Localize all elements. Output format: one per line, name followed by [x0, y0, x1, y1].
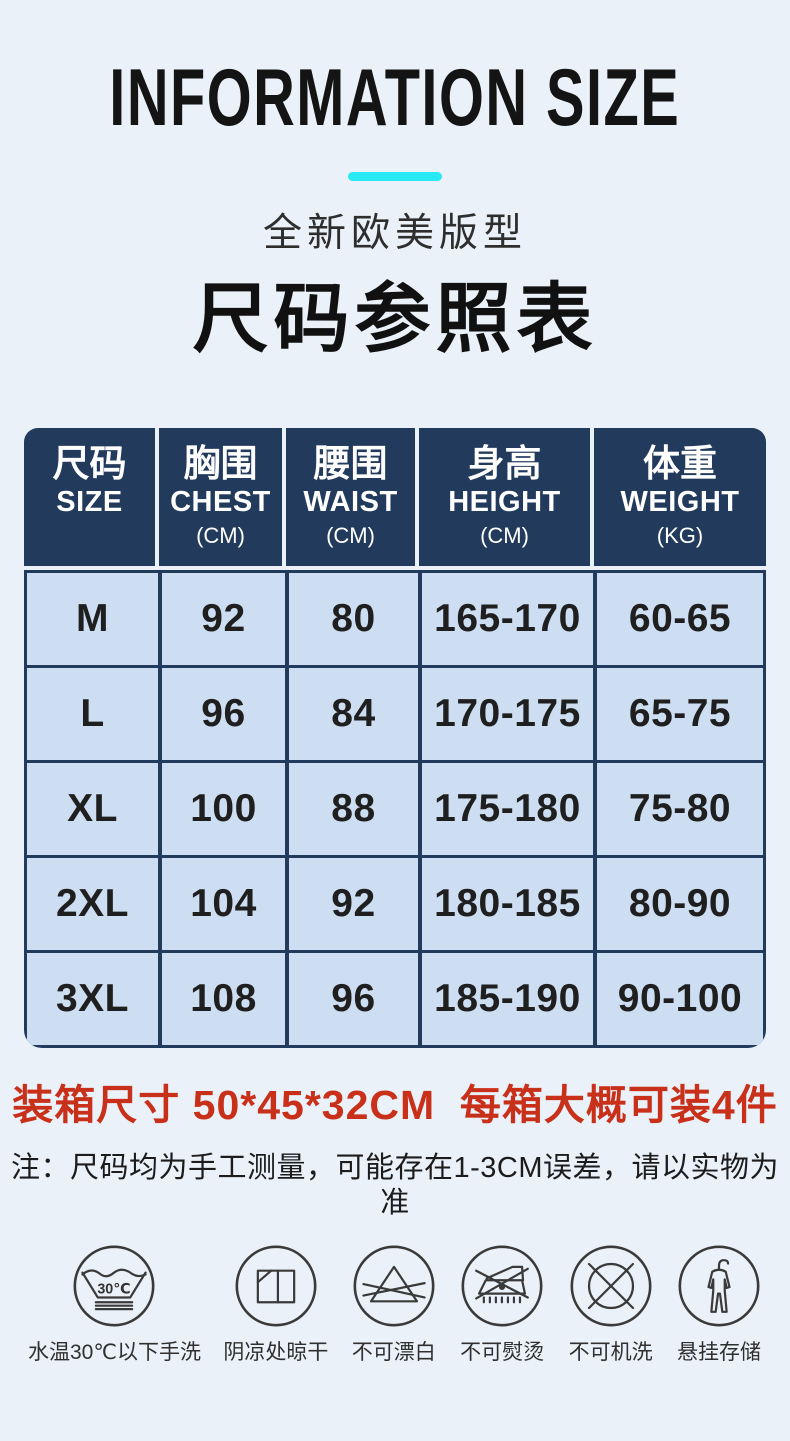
col-label-cn: 体重	[643, 442, 717, 484]
value-cell: 92	[162, 572, 285, 665]
page-title-text: INFORMATION SIZE	[109, 51, 681, 143]
value-cell: 100	[162, 762, 285, 855]
value-cell: 165-170	[422, 572, 593, 665]
col-label-cn: 身高	[467, 442, 542, 484]
value-cell: 96	[162, 667, 285, 760]
col-label-en: SIZE	[56, 486, 123, 519]
value-cell: 60-65	[597, 572, 763, 665]
header-cell-waist: 腰围 WAIST (CM)	[286, 427, 415, 566]
value-cell: 104	[162, 857, 285, 950]
col-label-cn: 腰围	[313, 442, 388, 484]
accent-divider-bar	[348, 172, 442, 181]
care-item-hand-wash: 30℃ 水温30℃以下手洗	[28, 1243, 201, 1364]
value-cell: 108	[162, 952, 285, 1045]
measurement-note: 注：尺码均为手工测量，可能存在1-3CM误差，请以实物为准	[10, 1152, 779, 1219]
care-item-hang-storage: 悬挂存储	[676, 1243, 762, 1364]
size-table-body: M 92 80 165-170 60-65 L 96 84 170-175 65-75 XL 100 8…	[24, 569, 766, 1048]
col-label-en: HEIGHT	[448, 486, 561, 519]
col-label-unit: (CM)	[480, 522, 529, 548]
size-cell: L	[27, 667, 158, 760]
col-label-en: WEIGHT	[620, 486, 740, 519]
value-cell: 84	[289, 667, 418, 760]
value-cell: 65-75	[597, 667, 763, 760]
wash-temp-label: 30℃	[98, 1281, 131, 1297]
care-label: 不可机洗	[568, 1340, 653, 1364]
size-chart-heading: 尺码参照表	[192, 276, 598, 362]
value-cell: 80-90	[597, 857, 763, 950]
hand-wash-30-icon: 30℃	[71, 1243, 157, 1329]
col-label-cn: 胸围	[183, 442, 258, 484]
col-label-unit: (CM)	[196, 522, 245, 548]
value-cell: 96	[289, 952, 418, 1045]
value-cell: 80	[289, 572, 418, 665]
header-cell-height: 身高 HEIGHT (CM)	[419, 427, 590, 566]
subtitle: 全新欧美版型	[262, 212, 527, 255]
size-cell: 2XL	[27, 857, 158, 950]
value-cell: 90-100	[597, 952, 763, 1045]
no-iron-icon	[459, 1243, 545, 1329]
value-cell: 92	[289, 857, 418, 950]
value-cell: 175-180	[422, 762, 593, 855]
value-cell: 185-190	[422, 952, 593, 1045]
care-label: 悬挂存储	[676, 1340, 761, 1364]
col-label-unit: (CM)	[326, 522, 375, 548]
size-cell: M	[27, 572, 158, 665]
care-item-no-bleach: 不可漂白	[351, 1243, 437, 1364]
value-cell: 180-185	[422, 857, 593, 950]
page-root: { "page": { "background": "#eaf1f9" }, "…	[0, 51, 790, 1441]
hang-storage-icon	[676, 1243, 762, 1329]
care-label: 不可漂白	[351, 1340, 436, 1364]
size-table: 尺码 SIZE 胸围 CHEST (CM) 腰围 WAIST (CM) 身高 H…	[24, 427, 766, 1048]
col-label-cn: 尺码	[52, 442, 127, 484]
care-item-no-iron: 不可熨烫	[459, 1243, 545, 1364]
care-item-no-machine-wash: 不可机洗	[568, 1243, 654, 1364]
header-cell-chest: 胸围 CHEST (CM)	[159, 427, 282, 566]
care-label: 水温30℃以下手洗	[28, 1340, 201, 1364]
col-label-en: WAIST	[303, 486, 398, 519]
size-cell: 3XL	[27, 952, 158, 1045]
col-label-unit: (KG)	[656, 522, 704, 548]
value-cell: 75-80	[597, 762, 763, 855]
size-cell: XL	[27, 762, 158, 855]
care-item-shade-dry: 阴凉处晾干	[223, 1243, 328, 1364]
value-cell: 170-175	[422, 667, 593, 760]
packing-size-note: 装箱尺寸 50*45*32CM 每箱大概可装4件	[12, 1081, 778, 1128]
size-table-header: 尺码 SIZE 胸围 CHEST (CM) 腰围 WAIST (CM) 身高 H…	[24, 427, 766, 566]
care-label: 阴凉处晾干	[223, 1340, 329, 1364]
size-table-body-grid: M 92 80 165-170 60-65 L 96 84 170-175 65-75 XL 100 8…	[27, 572, 763, 1045]
no-machine-wash-icon	[568, 1243, 654, 1329]
col-label-en: CHEST	[170, 486, 271, 519]
shade-dry-icon	[233, 1243, 319, 1329]
value-cell: 88	[289, 762, 418, 855]
header-cell-weight: 体重 WEIGHT (KG)	[594, 427, 766, 566]
no-bleach-icon	[351, 1243, 437, 1329]
care-label: 不可熨烫	[460, 1340, 545, 1364]
care-icons-row: 30℃ 水温30℃以下手洗 阴凉处晾干 不可漂白 不可熨烫	[0, 1243, 790, 1364]
header-cell-size: 尺码 SIZE	[24, 427, 155, 566]
page-title: INFORMATION SIZE	[0, 51, 790, 143]
